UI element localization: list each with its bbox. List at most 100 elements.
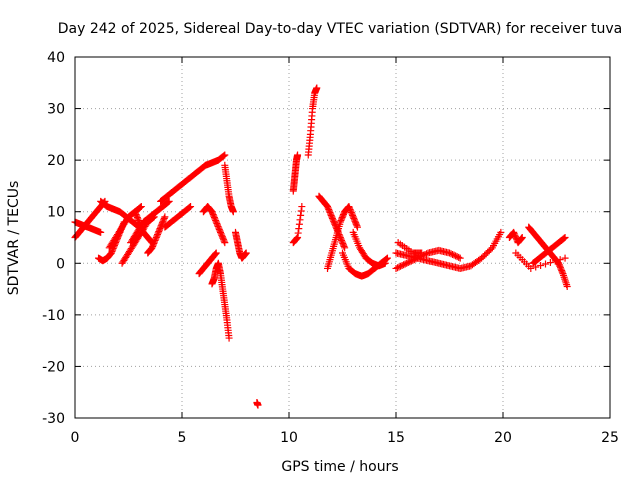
data-point (135, 217, 143, 225)
data-point (394, 264, 402, 272)
data-point (218, 233, 226, 241)
data-point (328, 213, 336, 221)
data-point (350, 214, 358, 222)
series-arc-12 (195, 249, 220, 278)
data-point (220, 152, 228, 160)
data-point (156, 225, 164, 233)
data-point (484, 248, 492, 256)
data-point (339, 212, 347, 220)
data-point (131, 208, 139, 216)
plot-frame (74, 56, 611, 419)
data-point (161, 213, 169, 221)
data-point (449, 250, 457, 258)
series-arc-20 (304, 84, 321, 159)
data-point (418, 249, 426, 257)
x-tick-label: 20 (494, 430, 512, 446)
data-point (450, 251, 458, 259)
data-point (479, 253, 487, 261)
data-point (149, 242, 157, 250)
data-point (330, 219, 338, 227)
x-tick-label: 15 (387, 430, 405, 446)
data-point (383, 255, 391, 263)
data-point (392, 264, 400, 272)
data-point (108, 247, 116, 255)
data-point (337, 235, 345, 243)
data-point (352, 219, 360, 227)
data-point (221, 151, 229, 159)
series-arc-30 (529, 234, 569, 267)
data-point (324, 204, 332, 212)
data-point (148, 244, 156, 252)
data-point (447, 250, 455, 258)
data-point (339, 241, 347, 249)
data-point (409, 256, 417, 264)
data-point (158, 219, 166, 227)
data-point (132, 211, 140, 219)
data-point (349, 213, 357, 221)
chart-title: Day 242 of 2025, Sidereal Day-to-day VTE… (58, 21, 622, 37)
series-arc-16 (232, 228, 250, 262)
data-point (421, 250, 429, 258)
data-point (225, 334, 233, 342)
series-arc-31 (512, 249, 569, 272)
series-arc-22 (324, 203, 361, 272)
y-tick-label: -10 (42, 308, 65, 324)
data-point (555, 261, 563, 269)
data-point (353, 222, 361, 230)
y-tick-label: -30 (42, 411, 65, 427)
y-tick-label: 0 (56, 256, 65, 272)
data-point (329, 216, 337, 224)
data-point (537, 261, 545, 269)
data-point (213, 220, 221, 228)
data-point (212, 217, 220, 225)
data-point (404, 259, 412, 267)
data-point (217, 228, 225, 236)
series-arc-03 (97, 197, 143, 231)
data-point (210, 214, 218, 222)
data-point (150, 238, 158, 246)
data-point (527, 264, 535, 272)
data-point (351, 217, 359, 225)
data-point (381, 259, 389, 267)
data-point (560, 234, 568, 242)
data-point (295, 225, 303, 233)
data-point (136, 203, 144, 211)
data-point (211, 215, 219, 223)
series-arc-26 (392, 246, 464, 272)
data-point (158, 220, 166, 228)
axes: 0 5 10 15 20 25 -30 -20 -10 0 10 20 30 40 (42, 50, 619, 446)
data-point (331, 222, 339, 230)
data-point (153, 232, 161, 240)
data-point (107, 249, 115, 257)
data-point (350, 216, 358, 224)
y-tick-label: -20 (42, 359, 65, 375)
data-point (340, 242, 348, 250)
data-point (558, 267, 566, 275)
data-point (150, 239, 158, 247)
data-point (220, 236, 228, 244)
series-arc-17 (253, 399, 262, 409)
data-point (212, 250, 220, 258)
data-point (186, 203, 194, 211)
data-point (297, 211, 305, 219)
data-point (217, 230, 225, 238)
data-point (541, 260, 549, 268)
data-point (512, 233, 520, 241)
series-arc-18 (289, 151, 302, 195)
data-point (338, 238, 346, 246)
data-point (324, 203, 332, 211)
data-point (423, 250, 431, 258)
data-point (453, 253, 461, 261)
data-point (313, 84, 321, 92)
data-point (209, 211, 217, 219)
data-point (328, 214, 336, 222)
series-arc-14 (208, 259, 233, 342)
series-arc-02 (71, 218, 105, 236)
data-point (137, 222, 145, 230)
series-arc-13 (199, 203, 229, 247)
data-point (221, 239, 229, 247)
data-point (294, 229, 302, 237)
data-point (397, 262, 405, 270)
